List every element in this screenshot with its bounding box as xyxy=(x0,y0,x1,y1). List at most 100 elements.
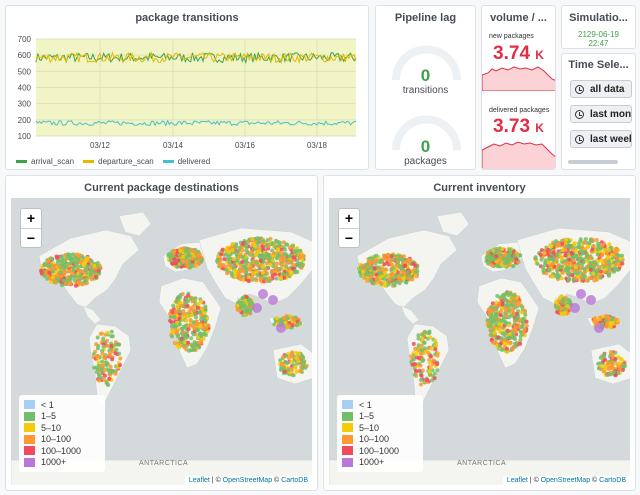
location-marker xyxy=(279,276,283,281)
legend-row-label: 100–1000 xyxy=(41,445,82,456)
location-marker xyxy=(581,276,586,281)
location-marker xyxy=(392,269,397,274)
location-marker xyxy=(279,258,283,263)
location-marker xyxy=(277,267,282,271)
last-month-button[interactable]: last month xyxy=(570,105,632,123)
zoom-in-button[interactable]: + xyxy=(344,210,354,226)
location-marker xyxy=(186,299,190,304)
location-marker xyxy=(371,260,376,265)
destinations-map[interactable]: + − ANTARCTICA < 1 1–5 5–10 10–100 100–1… xyxy=(11,198,312,485)
world-map[interactable] xyxy=(329,198,630,485)
location-marker xyxy=(96,363,101,368)
transitions-chart[interactable]: 100 200 300 400 500 600 700 03/12 03/14 03/16 03/1… xyxy=(6,6,369,170)
location-marker xyxy=(282,369,287,374)
location-marker xyxy=(489,305,494,309)
osm-link[interactable]: OpenStreetMap xyxy=(540,477,591,484)
location-marker xyxy=(394,263,399,268)
location-marker xyxy=(599,269,603,274)
location-marker xyxy=(489,332,494,337)
attribution-sep: © xyxy=(590,477,600,484)
simulation-date: 2129-06-19 xyxy=(578,30,619,39)
inventory-map[interactable]: + − ANTARCTICA < 1 1–5 5–10 10–100 100–1… xyxy=(329,198,630,485)
all-data-button[interactable]: all data xyxy=(570,80,632,98)
location-marker xyxy=(621,364,626,369)
transitions-title: package transitions xyxy=(135,12,239,24)
location-marker xyxy=(65,279,70,283)
leaflet-link[interactable]: Leaflet xyxy=(188,477,210,484)
location-marker xyxy=(197,345,202,349)
new-packages-value: 3.74 K xyxy=(482,43,555,65)
location-marker xyxy=(97,374,102,378)
location-marker xyxy=(281,355,286,360)
location-marker xyxy=(227,267,232,272)
location-marker xyxy=(182,332,187,337)
landmass xyxy=(436,211,470,237)
legend-row: 1–5 xyxy=(342,411,418,423)
zoom-control: + − xyxy=(20,208,42,248)
location-marker xyxy=(563,253,568,258)
location-marker xyxy=(565,271,570,276)
zoom-out-button[interactable]: − xyxy=(339,228,359,247)
legend-arrival-scan[interactable]: arrival_scan xyxy=(16,157,74,166)
legend-swatch xyxy=(342,411,353,421)
location-marker xyxy=(500,347,505,352)
location-marker xyxy=(206,323,211,328)
all-data-label: all data xyxy=(590,83,625,95)
location-marker xyxy=(578,249,583,254)
new-packages-label: new packages xyxy=(489,33,534,40)
carto-link[interactable]: CartoDB xyxy=(599,477,626,484)
location-marker xyxy=(80,259,84,264)
location-marker xyxy=(188,305,193,310)
series-line-delivered xyxy=(35,119,357,127)
clock-icon xyxy=(575,134,584,144)
location-marker xyxy=(94,274,98,279)
horizontal-scrollbar[interactable] xyxy=(568,160,618,164)
location-marker xyxy=(65,255,70,260)
location-marker xyxy=(282,275,287,280)
location-marker xyxy=(237,245,242,250)
location-marker xyxy=(571,258,576,263)
location-marker xyxy=(591,260,596,265)
gauge-transitions-value: 0 xyxy=(420,66,431,85)
world-map[interactable] xyxy=(11,198,312,485)
osm-link[interactable]: OpenStreetMap xyxy=(222,477,273,484)
location-marker xyxy=(603,363,608,368)
landmass xyxy=(400,305,420,325)
legend-delivered[interactable]: delivered xyxy=(162,157,211,166)
location-marker xyxy=(246,279,251,283)
location-marker xyxy=(276,253,281,258)
location-marker xyxy=(102,373,107,378)
location-marker xyxy=(415,269,420,274)
location-marker xyxy=(502,297,507,302)
gauge-packages-label: packages xyxy=(404,156,447,167)
location-marker-large xyxy=(276,323,286,333)
new-packages-sparkline xyxy=(482,66,555,91)
location-marker xyxy=(611,267,616,272)
location-marker xyxy=(118,363,123,368)
location-marker xyxy=(42,273,47,278)
location-marker xyxy=(555,252,560,257)
location-marker xyxy=(285,316,290,321)
zoom-in-button[interactable]: + xyxy=(26,210,36,226)
location-marker xyxy=(291,255,296,260)
last-week-button[interactable]: last week xyxy=(570,130,632,148)
map-attribution: Leaflet | © OpenStreetMap © CartoDB xyxy=(184,476,312,485)
location-marker xyxy=(169,258,174,263)
carto-link[interactable]: CartoDB xyxy=(281,477,308,484)
location-marker xyxy=(588,237,593,242)
leaflet-link[interactable]: Leaflet xyxy=(506,477,528,484)
location-marker xyxy=(412,372,417,377)
location-marker xyxy=(577,245,582,250)
location-marker xyxy=(435,368,440,373)
legend-label: delivered xyxy=(177,157,211,166)
location-marker xyxy=(275,261,280,266)
location-marker xyxy=(218,264,223,269)
location-marker xyxy=(187,323,192,328)
location-marker xyxy=(388,272,393,277)
legend-departure-scan[interactable]: departure_scan xyxy=(83,157,154,166)
zoom-out-button[interactable]: − xyxy=(21,228,41,247)
location-marker xyxy=(571,254,576,259)
location-marker xyxy=(240,296,245,301)
location-marker xyxy=(521,320,526,325)
location-marker xyxy=(383,256,388,261)
